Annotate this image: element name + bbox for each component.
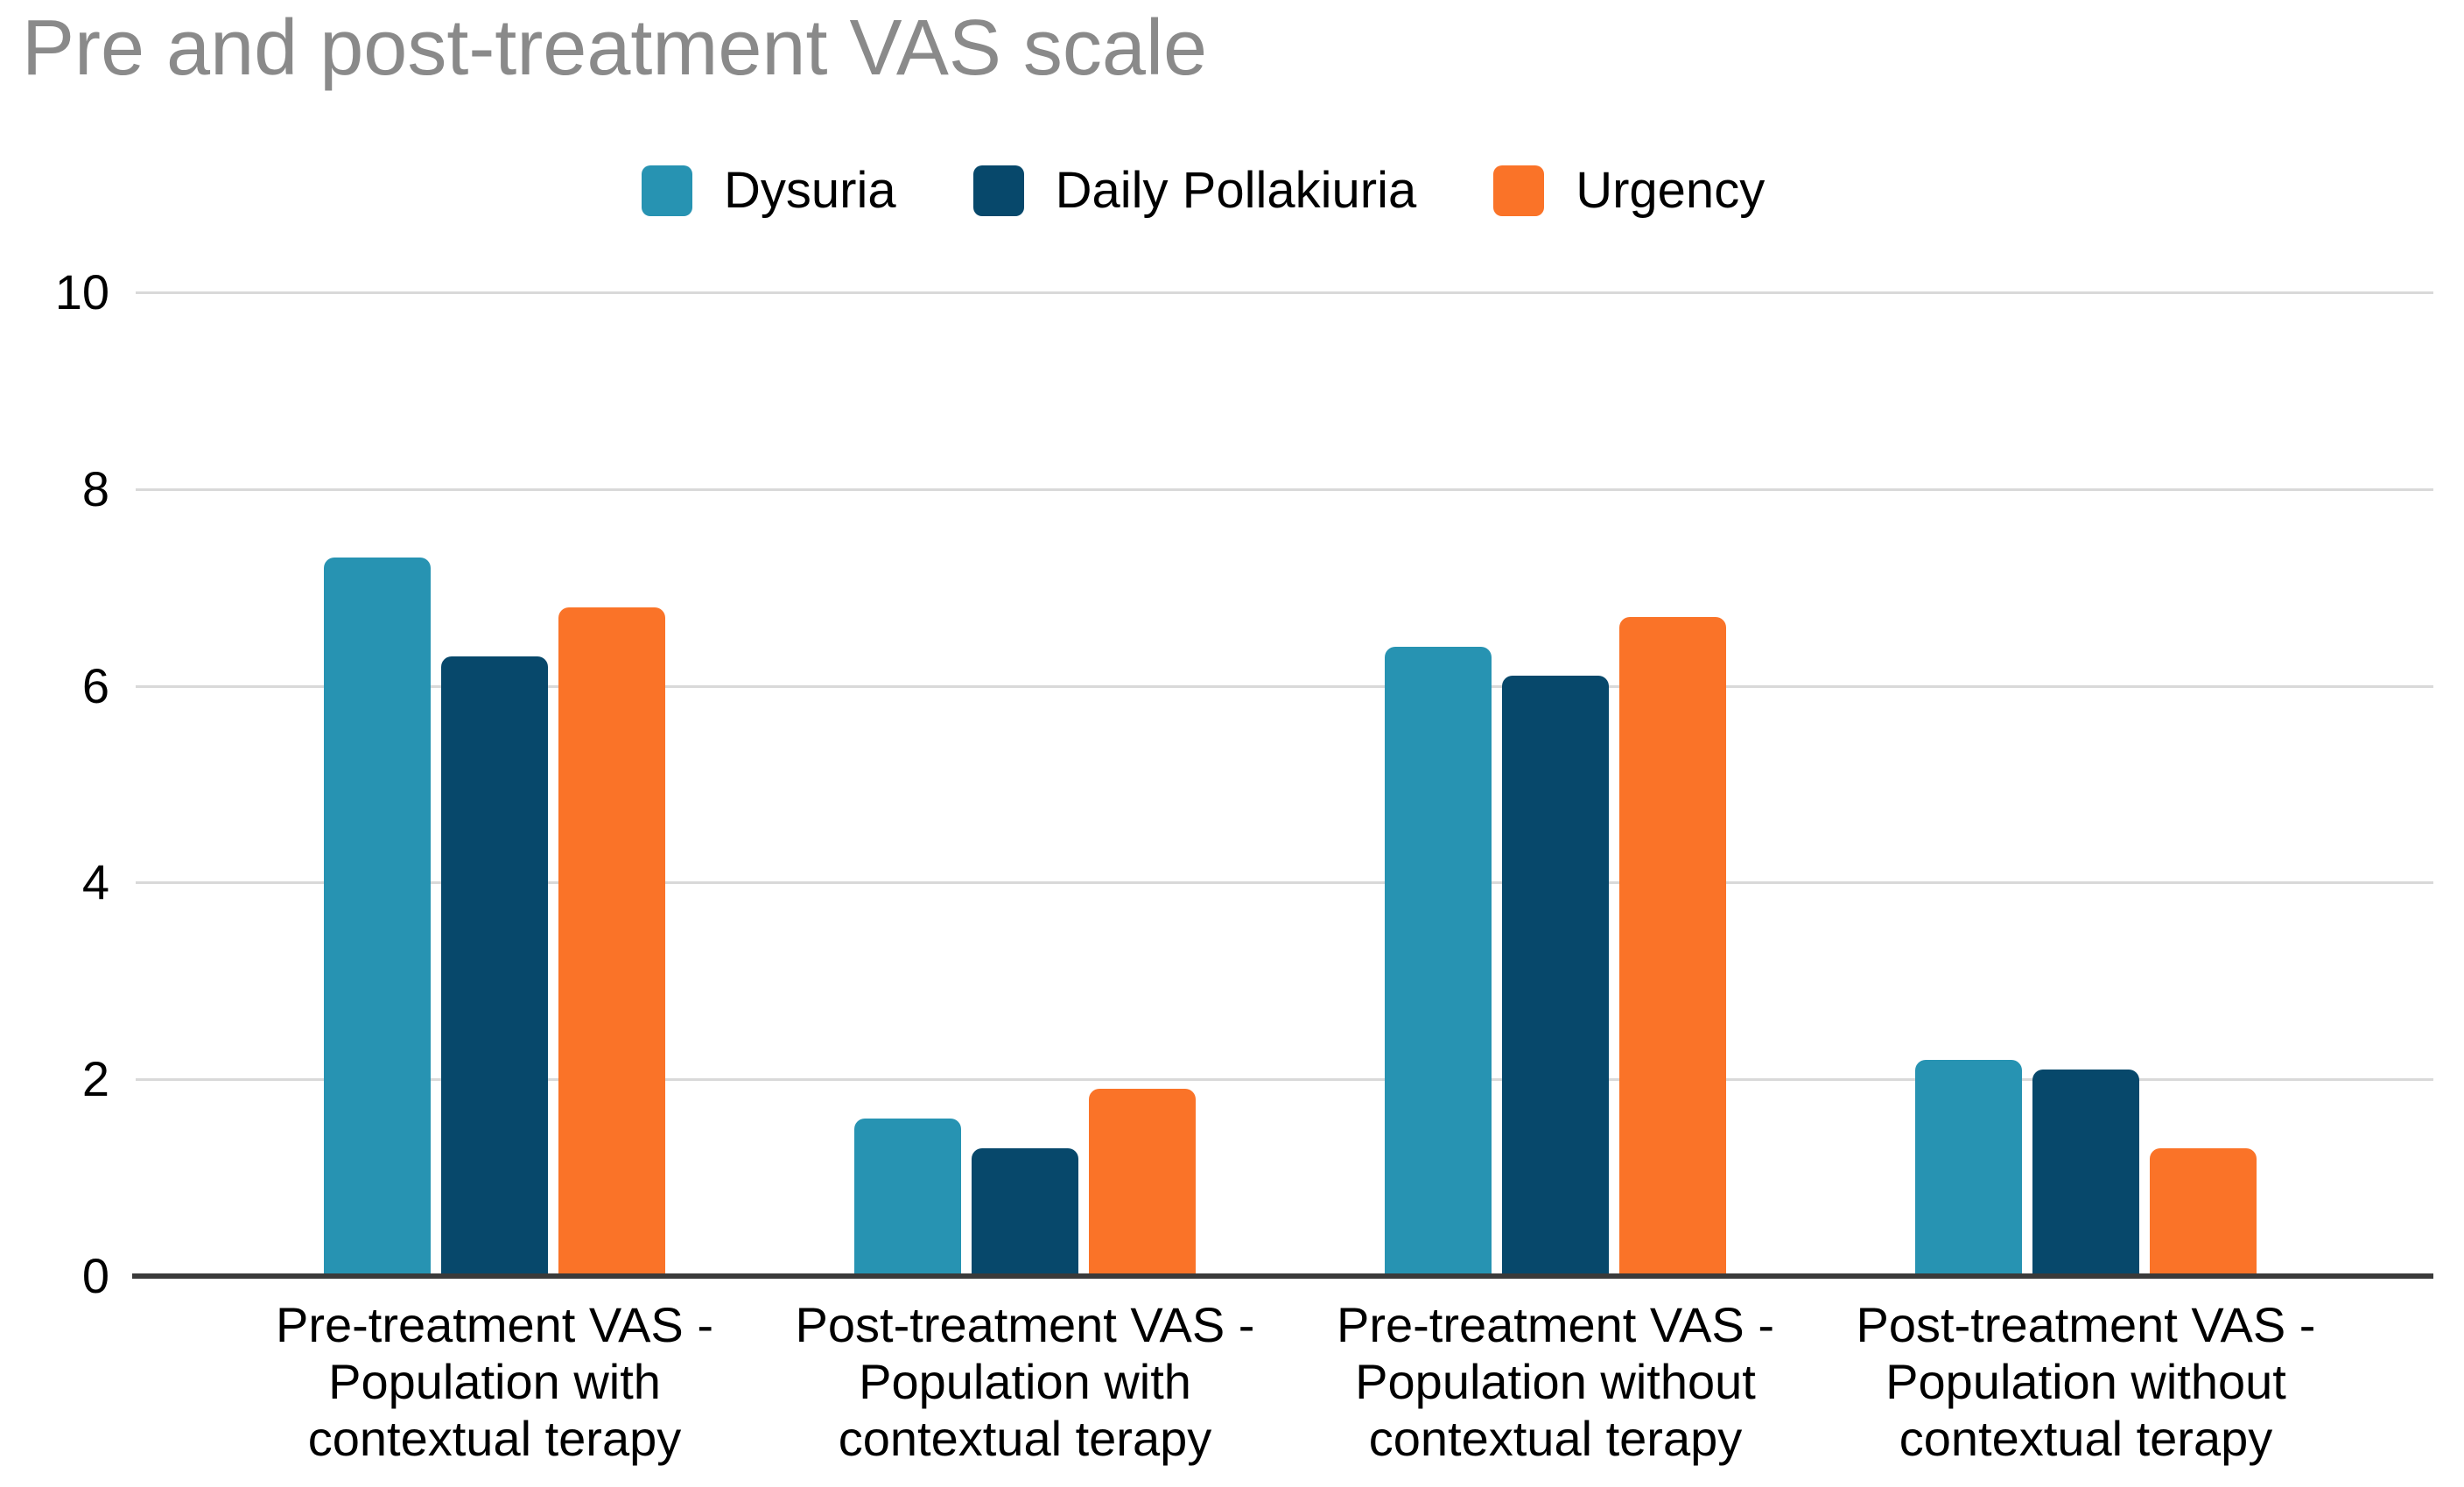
y-tick-label-8: 8 — [81, 460, 109, 516]
gridline-6 — [136, 684, 2433, 688]
bar-daily-pollakiuria — [441, 656, 548, 1276]
bar-dysuria — [854, 1119, 961, 1276]
y-tick-label-6: 6 — [81, 657, 109, 713]
bar-group-2 — [854, 1089, 1196, 1276]
bar-group-4 — [1915, 1059, 2257, 1276]
y-tick-label-4: 4 — [81, 854, 109, 910]
legend-swatch-daily-pollakiuria — [972, 165, 1024, 216]
legend-item-urgency: Urgency — [1493, 161, 1765, 220]
bar-urgency — [1089, 1089, 1196, 1276]
legend-label: Daily Pollakiuria — [1055, 162, 1417, 219]
legend-label: Urgency — [1576, 162, 1766, 219]
bar-dysuria — [1915, 1059, 2022, 1276]
legend: Dysuria Daily Pollakiuria Urgency — [642, 161, 1765, 220]
bar-urgency — [2150, 1147, 2257, 1276]
plot-area — [132, 291, 2433, 1279]
legend-item-dysuria: Dysuria — [642, 161, 896, 220]
gridline-8 — [136, 487, 2433, 491]
category-label-4: Post-treatment VAS - Population without … — [1856, 1297, 2316, 1466]
category-label-2: Post-treatment VAS - Population with con… — [795, 1297, 1255, 1466]
y-tick-label-10: 10 — [54, 264, 109, 319]
category-label-1: Pre-treatment VAS - Population with cont… — [275, 1297, 713, 1466]
gridline-4 — [136, 881, 2433, 885]
bar-urgency — [1619, 616, 1726, 1276]
bar-group-1 — [324, 558, 665, 1276]
bar-urgency — [558, 607, 665, 1276]
bar-daily-pollakiuria — [1502, 676, 1609, 1276]
legend-label: Dysuria — [724, 162, 896, 219]
bar-dysuria — [324, 558, 431, 1276]
legend-swatch-urgency — [1493, 165, 1545, 216]
legend-item-daily-pollakiuria: Daily Pollakiuria — [972, 161, 1417, 220]
y-tick-label-0: 0 — [81, 1248, 109, 1303]
bar-daily-pollakiuria — [972, 1147, 1078, 1276]
category-label-3: Pre-treatment VAS - Population without c… — [1336, 1297, 1774, 1466]
chart-title: Pre and post-treatment VAS scale — [22, 4, 1207, 92]
legend-swatch-dysuria — [642, 165, 692, 216]
bar-daily-pollakiuria — [2032, 1069, 2139, 1276]
gridline-2 — [136, 1078, 2433, 1082]
x-axis-line — [132, 1273, 2433, 1279]
gridline-10 — [136, 291, 2433, 294]
y-tick-label-2: 2 — [81, 1051, 109, 1107]
bar-dysuria — [1385, 646, 1492, 1276]
bar-group-3 — [1385, 616, 1726, 1276]
